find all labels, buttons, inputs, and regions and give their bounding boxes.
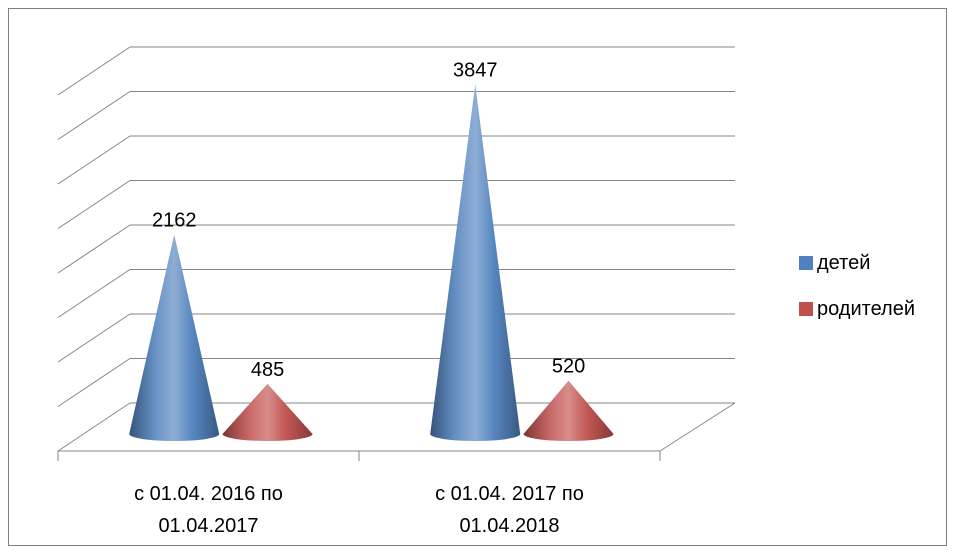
gridline-side — [57, 402, 131, 452]
legend-swatch — [799, 302, 813, 316]
category-label: с 01.04. 2017 по 01.04.2018 — [435, 483, 584, 537]
cone-parents-1 — [222, 383, 313, 442]
gridline-side — [57, 269, 131, 318]
cone-children-1 — [129, 234, 220, 442]
gridline-side — [57, 180, 131, 229]
legend-swatch — [799, 256, 813, 270]
gridline-side — [57, 224, 131, 274]
legend-label: родителей — [817, 298, 915, 320]
gridline-side — [57, 313, 131, 363]
category-label: с 01.04. 2016 по 01.04.2017 — [134, 483, 283, 537]
legend-label: детей — [817, 252, 870, 274]
cone-parents-2 — [523, 380, 614, 442]
data-label: 2162 — [152, 210, 197, 232]
gridline-side — [57, 91, 131, 140]
gridline-side — [57, 135, 131, 185]
data-label: 520 — [552, 356, 585, 378]
cone-children-2 — [430, 84, 521, 441]
floor-edge — [659, 402, 736, 452]
gridline-side — [57, 46, 131, 96]
data-label: 3847 — [453, 60, 498, 82]
data-label: 485 — [251, 359, 284, 381]
gridline-side — [57, 358, 131, 407]
chart-frame — [8, 8, 947, 546]
